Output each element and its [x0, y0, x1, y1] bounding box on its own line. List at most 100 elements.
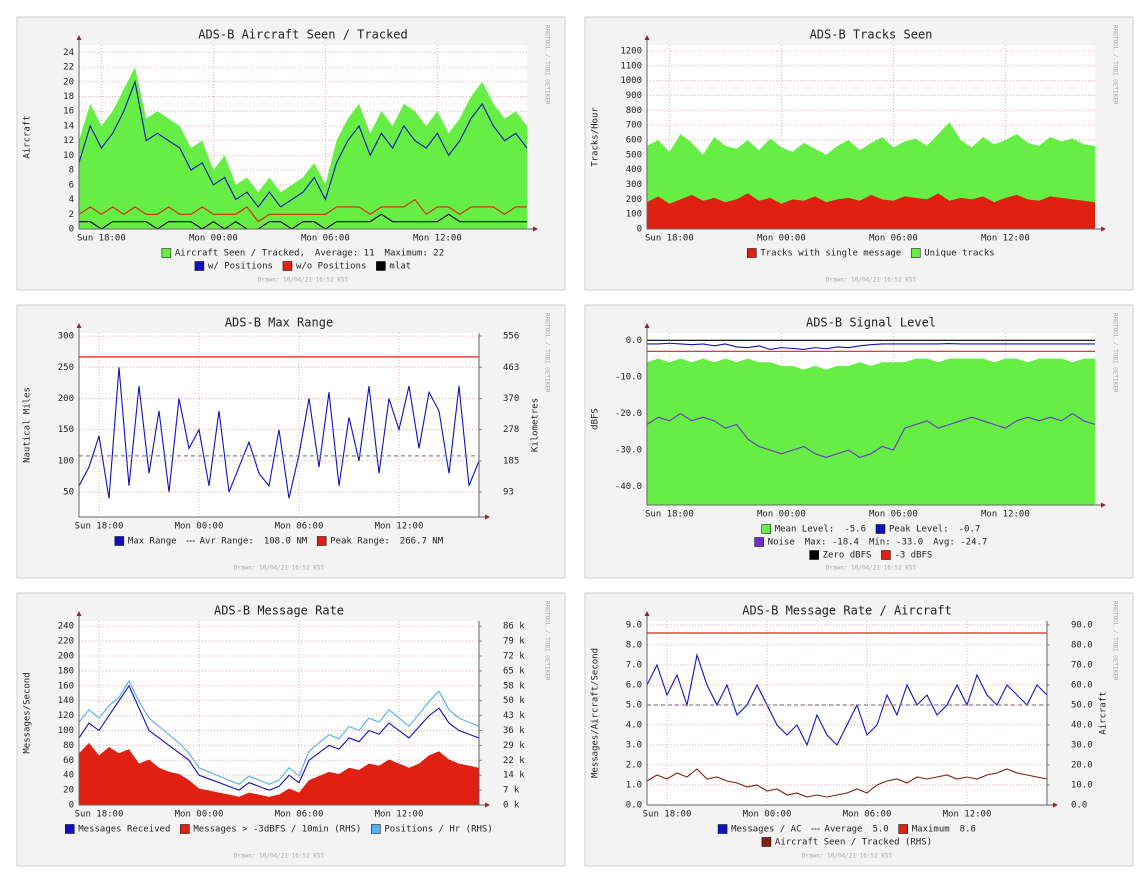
- y2-tick-label: 86 k: [503, 622, 525, 632]
- footer: Drawn: 10/04/21 16:52 KST: [826, 565, 917, 572]
- y2-tick-label: 22 k: [503, 756, 525, 766]
- y-tick-label: 50: [63, 488, 74, 498]
- y2-tick-label: 7 k: [503, 786, 520, 796]
- y-tick-label: 0.0: [626, 336, 642, 346]
- y-tick-label: 8: [69, 166, 74, 176]
- legend-swatch: [114, 536, 125, 546]
- y-tick-label: 250: [58, 363, 74, 373]
- line: [646, 412, 1096, 459]
- legend-label: Avr Range:: [200, 537, 254, 547]
- y-tick-label: 20: [63, 77, 74, 87]
- x-tick-label: Mon 12:00: [981, 234, 1030, 244]
- y-tick-label: 0: [69, 225, 74, 235]
- y2-tick-label: 0 k: [503, 801, 520, 811]
- x-tick-label: Sun 18:00: [77, 234, 126, 244]
- legend-row: Aircraft Seen / Tracked, Average: 11 Maxim…: [161, 248, 445, 259]
- y-tick-label: 20: [63, 786, 74, 796]
- legend-swatch: [809, 550, 819, 560]
- y-tick-label: 0: [637, 225, 642, 235]
- y-tick-label: 0.0: [626, 801, 642, 811]
- y2-tick-label: 370: [503, 394, 519, 404]
- axis-arrow: [76, 611, 82, 616]
- legend-label: Peak Level:: [889, 525, 949, 535]
- x-tick-label: Mon 00:00: [189, 234, 238, 244]
- legend-label: mlat: [389, 262, 411, 272]
- y-tick-label: 120: [58, 711, 74, 721]
- y2-tick-label: 36 k: [503, 726, 525, 736]
- legend-row: Messages / AC Average 5.0 Maximum 8.6: [717, 824, 976, 835]
- x-tick-label: Mon 12:00: [375, 522, 424, 532]
- chart-panel: -40.0 -30.0 -20.0 -10.0 0.0 Sun 18:00 Mon 00:0…: [584, 304, 1134, 579]
- legend-text: Min: -33.0: [869, 538, 923, 548]
- y-tick-label: 180: [58, 666, 74, 676]
- y-axis-title: Nautical Miles: [23, 387, 33, 463]
- y2-tick-label: 72 k: [503, 652, 525, 662]
- legend-label: -3 dBFS: [894, 551, 932, 561]
- legend-swatch: [371, 824, 381, 834]
- legend-text: Average: 11: [315, 249, 375, 259]
- y-axis-title: Tracks/Hour: [591, 107, 601, 167]
- y2-tick-label: 14 k: [503, 771, 525, 781]
- y-tick-label: 700: [626, 121, 642, 131]
- y-axis-title: Messages/Second: [23, 672, 33, 753]
- y-tick-label: 140: [58, 696, 74, 706]
- y2-tick-label: 556: [503, 331, 519, 341]
- area: [79, 67, 527, 229]
- y-tick-label: 900: [626, 91, 642, 101]
- axis-arrow: [1101, 226, 1106, 232]
- y2-tick-label: 30.0: [1071, 741, 1093, 751]
- area: [647, 358, 1095, 505]
- side-note: RRDTOOL / TOBI OETIKER: [544, 601, 551, 681]
- legend-label: w/ Positions: [208, 262, 273, 272]
- y-tick-label: 12: [63, 136, 74, 146]
- legend-swatch: [717, 824, 728, 834]
- chart-panel: 0 20 40 60 80 100 120 140 160 180 200 220 240 0 k 7 k 1…: [16, 592, 566, 867]
- y-tick-label: 200: [626, 195, 642, 205]
- x-tick-label: Mon 06:00: [275, 810, 324, 820]
- x-tick-label: Mon 12:00: [375, 810, 424, 820]
- x-tick-label: Mon 06:00: [301, 234, 350, 244]
- x-tick-label: Sun 18:00: [645, 234, 694, 244]
- legend-text: -0.7: [959, 525, 981, 535]
- y2-tick-label: 10.0: [1071, 781, 1093, 791]
- legend-swatch: [747, 248, 757, 258]
- chart-title: ADS-B Message Rate / Aircraft: [742, 604, 952, 618]
- y2-tick-label: 50 k: [503, 696, 525, 706]
- x-tick-label: Mon 12:00: [981, 510, 1030, 520]
- legend-text: 5.0: [872, 825, 888, 835]
- y-tick-label: 7.0: [626, 661, 642, 671]
- legend-label: Mean Level:: [775, 525, 835, 535]
- legend-label: Unique tracks: [924, 249, 994, 259]
- y-tick-label: 240: [58, 622, 74, 632]
- legend-label: Tracks with single message: [760, 249, 901, 259]
- legend-text: Maximum: 22: [385, 249, 445, 259]
- legend-label: Messages > -3dBFS / 10min (RHS): [193, 825, 361, 835]
- y2-tick-label: 463: [503, 363, 519, 373]
- x-tick-label: Sun 18:00: [75, 810, 124, 820]
- side-note: RRDTOOL / TOBI OETIKER: [1112, 313, 1119, 393]
- legend-text: 8.6: [960, 825, 976, 835]
- line: [646, 652, 1048, 747]
- chart-title: ADS-B Aircraft Seen / Tracked: [198, 28, 408, 42]
- y-tick-label: 1.0: [626, 781, 642, 791]
- legend-label: w/o Positions: [296, 262, 366, 272]
- y2-tick-label: 58 k: [503, 681, 525, 691]
- line: [78, 198, 527, 223]
- side-note: RRDTOOL / TOBI OETIKER: [544, 313, 551, 393]
- footer: Drawn: 10/04/21 16:52 KST: [826, 277, 917, 284]
- y2-tick-label: 90.0: [1071, 621, 1093, 631]
- line: [78, 679, 480, 785]
- y2-tick-label: 79 k: [503, 637, 525, 647]
- y2-tick-label: 65 k: [503, 666, 525, 676]
- y-tick-label: 100: [626, 210, 642, 220]
- y2-tick-label: 60.0: [1071, 681, 1093, 691]
- footer: Drawn: 10/04/21 16:52 KST: [258, 277, 349, 284]
- axis-arrow: [533, 226, 538, 232]
- x-tick-label: Sun 18:00: [643, 810, 692, 820]
- legend-swatch: [282, 261, 293, 271]
- legend-label: Peak Range:: [330, 537, 390, 547]
- legend-label: Aircraft Seen / Tracked (RHS): [775, 838, 932, 848]
- y2-tick-label: 70.0: [1071, 661, 1093, 671]
- y-tick-label: 2: [69, 210, 74, 220]
- y2-tick-label: 40.0: [1071, 721, 1093, 731]
